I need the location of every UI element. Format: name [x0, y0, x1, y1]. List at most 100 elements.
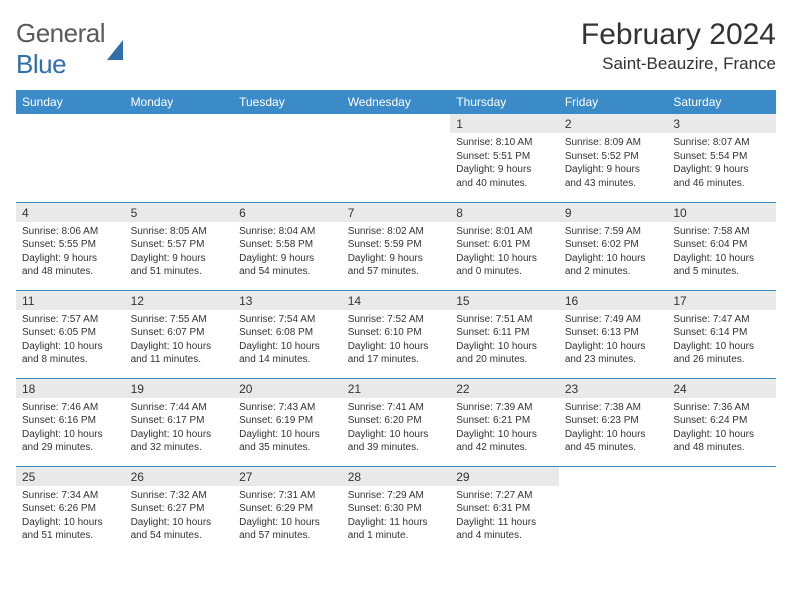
day-body: Sunrise: 7:46 AMSunset: 6:16 PMDaylight:… — [16, 398, 125, 459]
day-dl1: Daylight: 9 hours — [673, 163, 770, 177]
calendar-week-row: 18Sunrise: 7:46 AMSunset: 6:16 PMDayligh… — [16, 378, 776, 466]
day-body: Sunrise: 8:05 AMSunset: 5:57 PMDaylight:… — [125, 222, 234, 283]
calendar-day-cell: ..... — [342, 114, 451, 202]
day-dl2: and 11 minutes. — [131, 353, 228, 367]
day-number: 9 — [559, 203, 668, 222]
calendar-day-cell: 16Sunrise: 7:49 AMSunset: 6:13 PMDayligh… — [559, 290, 668, 378]
day-sunset: Sunset: 5:59 PM — [348, 238, 445, 252]
calendar-day-cell: ..... — [559, 466, 668, 554]
day-dl1: Daylight: 10 hours — [22, 516, 119, 530]
day-sunset: Sunset: 6:16 PM — [22, 414, 119, 428]
day-sunset: Sunset: 6:07 PM — [131, 326, 228, 340]
calendar-day-cell: 7Sunrise: 8:02 AMSunset: 5:59 PMDaylight… — [342, 202, 451, 290]
day-dl2: and 39 minutes. — [348, 441, 445, 455]
day-dl1: Daylight: 9 hours — [239, 252, 336, 266]
day-body: Sunrise: 7:51 AMSunset: 6:11 PMDaylight:… — [450, 310, 559, 371]
day-sunrise: Sunrise: 7:31 AM — [239, 489, 336, 503]
day-number: 7 — [342, 203, 451, 222]
day-sunrise: Sunrise: 8:06 AM — [22, 225, 119, 239]
calendar-day-cell: 1Sunrise: 8:10 AMSunset: 5:51 PMDaylight… — [450, 114, 559, 202]
day-body: Sunrise: 8:02 AMSunset: 5:59 PMDaylight:… — [342, 222, 451, 283]
calendar-table: SundayMondayTuesdayWednesdayThursdayFrid… — [16, 90, 776, 554]
day-sunset: Sunset: 6:26 PM — [22, 502, 119, 516]
logo: General Blue — [16, 18, 123, 80]
day-dl2: and 42 minutes. — [456, 441, 553, 455]
day-body: Sunrise: 7:34 AMSunset: 6:26 PMDaylight:… — [16, 486, 125, 547]
day-header: Thursday — [450, 90, 559, 114]
day-dl1: Daylight: 10 hours — [131, 340, 228, 354]
calendar-day-cell: 2Sunrise: 8:09 AMSunset: 5:52 PMDaylight… — [559, 114, 668, 202]
day-sunset: Sunset: 5:54 PM — [673, 150, 770, 164]
day-body: Sunrise: 7:41 AMSunset: 6:20 PMDaylight:… — [342, 398, 451, 459]
logo-text: General Blue — [16, 18, 123, 80]
day-sunrise: Sunrise: 7:38 AM — [565, 401, 662, 415]
day-dl2: and 0 minutes. — [456, 265, 553, 279]
day-sunrise: Sunrise: 7:47 AM — [673, 313, 770, 327]
day-dl1: Daylight: 10 hours — [456, 428, 553, 442]
day-sunset: Sunset: 6:30 PM — [348, 502, 445, 516]
day-sunset: Sunset: 6:10 PM — [348, 326, 445, 340]
day-number: 13 — [233, 291, 342, 310]
day-dl2: and 1 minute. — [348, 529, 445, 543]
day-dl1: Daylight: 10 hours — [131, 428, 228, 442]
day-sunrise: Sunrise: 7:41 AM — [348, 401, 445, 415]
day-dl1: Daylight: 10 hours — [131, 516, 228, 530]
day-dl2: and 20 minutes. — [456, 353, 553, 367]
day-sunrise: Sunrise: 7:34 AM — [22, 489, 119, 503]
calendar-day-cell: ..... — [16, 114, 125, 202]
day-number: 10 — [667, 203, 776, 222]
calendar-day-cell: 24Sunrise: 7:36 AMSunset: 6:24 PMDayligh… — [667, 378, 776, 466]
day-number: 21 — [342, 379, 451, 398]
day-number: 22 — [450, 379, 559, 398]
day-dl1: Daylight: 9 hours — [348, 252, 445, 266]
day-sunset: Sunset: 6:13 PM — [565, 326, 662, 340]
day-sunset: Sunset: 5:57 PM — [131, 238, 228, 252]
calendar-day-cell: 13Sunrise: 7:54 AMSunset: 6:08 PMDayligh… — [233, 290, 342, 378]
day-dl2: and 51 minutes. — [131, 265, 228, 279]
day-sunrise: Sunrise: 7:46 AM — [22, 401, 119, 415]
day-sunrise: Sunrise: 7:43 AM — [239, 401, 336, 415]
day-sunset: Sunset: 6:05 PM — [22, 326, 119, 340]
calendar-head: SundayMondayTuesdayWednesdayThursdayFrid… — [16, 90, 776, 114]
day-dl1: Daylight: 10 hours — [565, 428, 662, 442]
day-dl2: and 48 minutes. — [673, 441, 770, 455]
calendar-day-cell: 17Sunrise: 7:47 AMSunset: 6:14 PMDayligh… — [667, 290, 776, 378]
day-sunset: Sunset: 6:21 PM — [456, 414, 553, 428]
logo-word-2: Blue — [16, 49, 66, 79]
day-sunset: Sunset: 6:23 PM — [565, 414, 662, 428]
calendar-day-cell: 4Sunrise: 8:06 AMSunset: 5:55 PMDaylight… — [16, 202, 125, 290]
day-dl1: Daylight: 11 hours — [456, 516, 553, 530]
day-dl2: and 26 minutes. — [673, 353, 770, 367]
day-sunset: Sunset: 6:02 PM — [565, 238, 662, 252]
day-dl1: Daylight: 9 hours — [565, 163, 662, 177]
day-dl2: and 35 minutes. — [239, 441, 336, 455]
day-sunset: Sunset: 6:29 PM — [239, 502, 336, 516]
day-number: 19 — [125, 379, 234, 398]
day-sunrise: Sunrise: 7:59 AM — [565, 225, 662, 239]
day-body: Sunrise: 7:55 AMSunset: 6:07 PMDaylight:… — [125, 310, 234, 371]
day-body: Sunrise: 7:39 AMSunset: 6:21 PMDaylight:… — [450, 398, 559, 459]
day-body: Sunrise: 7:27 AMSunset: 6:31 PMDaylight:… — [450, 486, 559, 547]
day-body: Sunrise: 7:47 AMSunset: 6:14 PMDaylight:… — [667, 310, 776, 371]
calendar-week-row: 4Sunrise: 8:06 AMSunset: 5:55 PMDaylight… — [16, 202, 776, 290]
day-sunset: Sunset: 5:52 PM — [565, 150, 662, 164]
day-sunset: Sunset: 6:20 PM — [348, 414, 445, 428]
day-dl2: and 48 minutes. — [22, 265, 119, 279]
day-sunset: Sunset: 6:08 PM — [239, 326, 336, 340]
day-dl2: and 17 minutes. — [348, 353, 445, 367]
calendar-day-cell: 6Sunrise: 8:04 AMSunset: 5:58 PMDaylight… — [233, 202, 342, 290]
day-dl1: Daylight: 10 hours — [565, 252, 662, 266]
calendar-day-cell: 20Sunrise: 7:43 AMSunset: 6:19 PMDayligh… — [233, 378, 342, 466]
calendar-day-cell: 18Sunrise: 7:46 AMSunset: 6:16 PMDayligh… — [16, 378, 125, 466]
day-sunrise: Sunrise: 7:39 AM — [456, 401, 553, 415]
calendar-day-cell: 21Sunrise: 7:41 AMSunset: 6:20 PMDayligh… — [342, 378, 451, 466]
calendar-day-cell: 22Sunrise: 7:39 AMSunset: 6:21 PMDayligh… — [450, 378, 559, 466]
day-dl1: Daylight: 10 hours — [673, 340, 770, 354]
day-dl2: and 29 minutes. — [22, 441, 119, 455]
day-body: Sunrise: 8:01 AMSunset: 6:01 PMDaylight:… — [450, 222, 559, 283]
day-body: Sunrise: 7:59 AMSunset: 6:02 PMDaylight:… — [559, 222, 668, 283]
day-sunrise: Sunrise: 7:54 AM — [239, 313, 336, 327]
calendar-day-cell: 12Sunrise: 7:55 AMSunset: 6:07 PMDayligh… — [125, 290, 234, 378]
day-header: Tuesday — [233, 90, 342, 114]
calendar-week-row: ....................1Sunrise: 8:10 AMSun… — [16, 114, 776, 202]
